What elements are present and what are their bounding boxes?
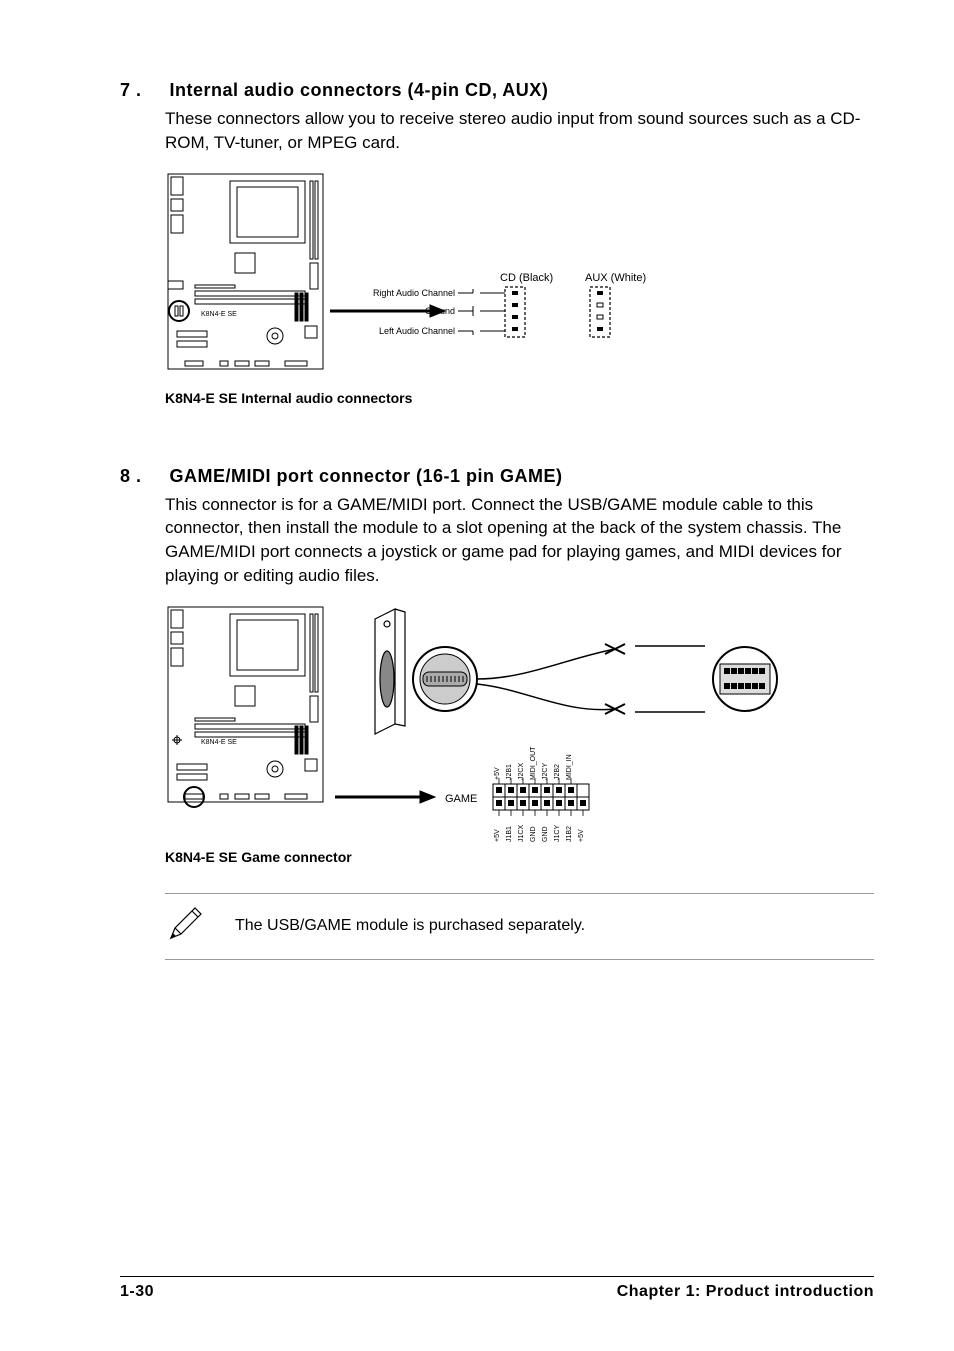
svg-text:J1CX: J1CX	[518, 824, 525, 841]
svg-text:+5V: +5V	[494, 767, 501, 780]
svg-text:J2B2: J2B2	[554, 764, 561, 780]
svg-text:J2B1: J2B1	[506, 764, 513, 780]
board-label: K8N4-E SE	[201, 311, 237, 318]
header-plug-detail	[713, 647, 777, 711]
section-8-number: 8 .	[120, 466, 165, 487]
svg-text:MIDI_OUT: MIDI_OUT	[530, 746, 537, 780]
section-8: 8 . GAME/MIDI port connector (16-1 pin G…	[120, 466, 874, 960]
section-8-body: This connector is for a GAME/MIDI port. …	[165, 493, 874, 588]
game-connector-label: GAME	[445, 793, 477, 805]
arrow-icon-b	[335, 791, 435, 803]
motherboard-outline-b	[168, 607, 323, 807]
svg-text:MIDI_IN: MIDI_IN	[566, 754, 573, 780]
section-7-diagram: K8N4-E SE CD (Black) AUX (White) Right A…	[165, 171, 874, 386]
svg-text:J1B2: J1B2	[566, 826, 573, 842]
footer-page-number: 1-30	[120, 1283, 154, 1301]
section-8-diagram: K8N4-E SE GAME	[165, 604, 874, 879]
pencil-icon	[165, 904, 215, 949]
pin-ground: Ground	[425, 306, 455, 316]
svg-text:J2CY: J2CY	[542, 762, 549, 779]
section-8-header: 8 . GAME/MIDI port connector (16-1 pin G…	[120, 466, 874, 487]
section-7-header: 7 . Internal audio connectors (4-pin CD,…	[120, 80, 874, 101]
svg-text:GND: GND	[542, 826, 549, 842]
section-7-body: These connectors allow you to receive st…	[165, 107, 874, 155]
section-7-caption: K8N4-E SE Internal audio connectors	[165, 390, 874, 406]
svg-text:GND: GND	[530, 826, 537, 842]
page-footer: 1-30 Chapter 1: Product introduction	[120, 1276, 874, 1301]
section-8-title: GAME/MIDI port connector (16-1 pin GAME)	[169, 466, 562, 486]
page: 7 . Internal audio connectors (4-pin CD,…	[0, 0, 954, 1351]
note-box: The USB/GAME module is purchased separat…	[165, 893, 874, 960]
section-7: 7 . Internal audio connectors (4-pin CD,…	[120, 80, 874, 406]
footer-chapter-title: Chapter 1: Product introduction	[617, 1283, 874, 1301]
svg-text:J1CY: J1CY	[554, 824, 561, 841]
svg-text:+5V: +5V	[494, 829, 501, 842]
note-text: The USB/GAME module is purchased separat…	[235, 917, 585, 935]
cable-illustration	[477, 644, 705, 714]
pin-left-audio: Left Audio Channel	[379, 326, 455, 336]
section-7-title: Internal audio connectors (4-pin CD, AUX…	[169, 80, 548, 100]
board-label-b: K8N4-E SE	[201, 739, 237, 746]
cd-label: CD (Black)	[500, 272, 553, 284]
svg-text:J2CX: J2CX	[518, 762, 525, 779]
section-7-number: 7 .	[120, 80, 165, 101]
aux-label: AUX (White)	[585, 272, 646, 284]
db15-plug-detail	[413, 647, 477, 711]
svg-text:+5V: +5V	[578, 829, 585, 842]
pin-right-audio: Right Audio Channel	[373, 288, 455, 298]
bracket-illustration	[375, 609, 405, 734]
svg-text:J1B1: J1B1	[506, 826, 513, 842]
motherboard-outline	[168, 174, 323, 369]
